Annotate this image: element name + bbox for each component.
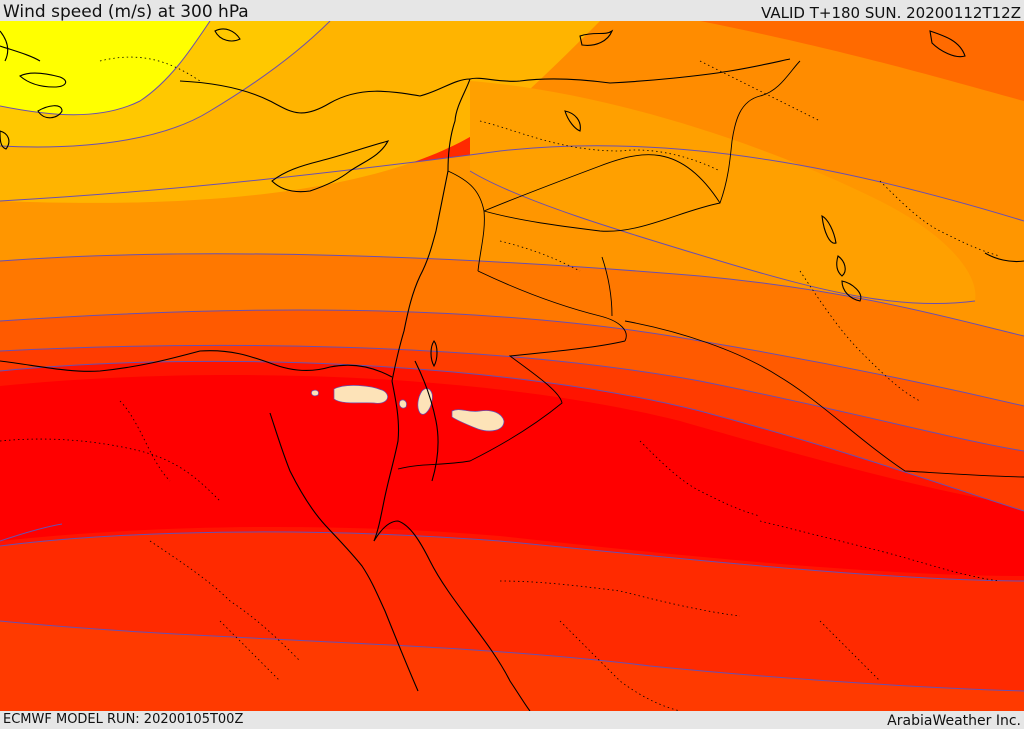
map-shape	[821, 215, 837, 244]
map-shape	[499, 240, 581, 272]
map-shape	[414, 360, 439, 482]
map-shape	[0, 344, 1024, 452]
band-scarlet-upper	[0, 345, 1024, 511]
map-shape	[451, 409, 505, 432]
band-yellow	[0, 21, 210, 115]
map-shape	[271, 140, 390, 193]
map-title: Wind speed (m/s) at 300 hPa	[3, 2, 249, 22]
map-shape	[477, 270, 627, 342]
map-shape	[397, 340, 626, 470]
header-bar: Wind speed (m/s) at 300 hPa VALID T+180 …	[0, 0, 1024, 22]
map-layer	[0, 21, 1024, 711]
map-shape	[601, 256, 613, 317]
contour-lines	[0, 21, 1024, 692]
national-borders	[397, 60, 1024, 478]
map-shape	[483, 60, 801, 232]
map-shape	[0, 350, 393, 378]
map-shape	[333, 385, 388, 404]
map-shape	[0, 145, 1024, 222]
band-amber-east	[470, 81, 976, 304]
map-shape	[0, 253, 1024, 337]
map-shape	[269, 412, 419, 692]
map-shape	[0, 360, 1024, 512]
map-shape	[699, 60, 821, 122]
model-run-label: ECMWF MODEL RUN: 20200105T00Z	[3, 712, 244, 727]
map-shape	[483, 154, 721, 212]
map-shape	[399, 399, 407, 409]
map-shape	[984, 252, 1024, 263]
footer-bar: ECMWF MODEL RUN: 20200105T00Z ArabiaWeat…	[0, 711, 1024, 729]
map-shape	[37, 105, 63, 119]
band-orange-north	[500, 21, 1024, 221]
map-shape	[373, 520, 531, 711]
map-shape	[799, 270, 921, 402]
map-shape	[19, 72, 67, 88]
provincial-borders	[0, 56, 1001, 711]
map-shape	[499, 580, 741, 617]
coastlines	[0, 28, 1024, 711]
map-shape	[99, 56, 201, 82]
band-dark-orange	[0, 253, 1024, 406]
map-shape	[311, 389, 319, 397]
map-shape	[0, 438, 221, 502]
map-shape	[0, 309, 1024, 407]
map-shape	[119, 400, 171, 482]
map-shape	[469, 58, 791, 84]
wind-speed-map	[0, 21, 1024, 711]
map-shape	[0, 620, 1024, 692]
band-core	[0, 375, 1024, 576]
credit-label: ArabiaWeather Inc.	[887, 713, 1021, 729]
map-shape	[564, 110, 581, 132]
map-shape	[0, 523, 63, 542]
map-shape	[149, 540, 301, 662]
map-shape	[0, 130, 10, 150]
map-shape	[0, 531, 1024, 582]
map-shape	[214, 28, 241, 42]
band-orange-northeast	[700, 21, 1024, 101]
map-shape	[179, 78, 471, 382]
map-shape	[836, 255, 846, 277]
map-shape	[0, 45, 41, 62]
map-shape	[373, 380, 400, 542]
map-shape	[579, 29, 614, 46]
band-red-orange-south	[0, 621, 1024, 711]
map-shape	[0, 21, 211, 116]
jet-max-patches	[311, 385, 505, 432]
valid-time: VALID T+180 SUN. 20200112T12Z	[761, 4, 1021, 22]
map-shape	[624, 320, 1024, 478]
map-shape	[0, 30, 9, 62]
map-shape	[469, 170, 976, 305]
map-shape	[841, 280, 862, 302]
map-shape	[929, 30, 966, 58]
map-shape	[0, 21, 331, 148]
map-shape	[430, 340, 438, 368]
